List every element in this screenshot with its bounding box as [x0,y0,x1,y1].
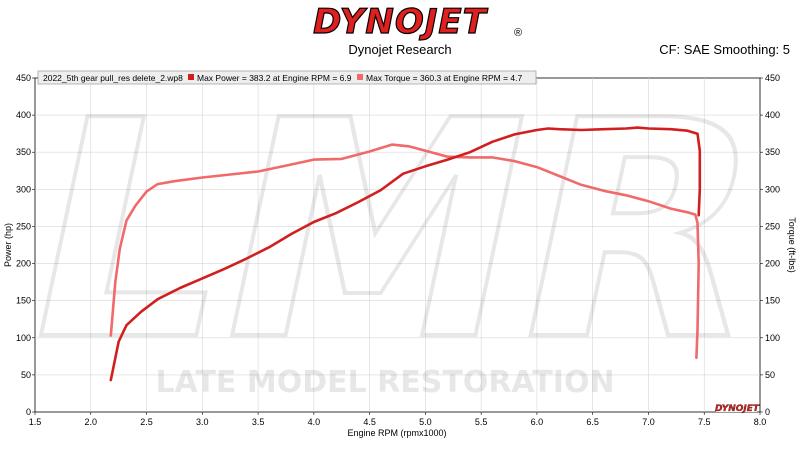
torque-curve [109,143,701,360]
y-tick-label: 350 [16,147,31,157]
y-tick-label: 300 [765,184,780,194]
y-tick-label: 100 [765,333,780,343]
y-axis-right-title: Torque (ft-lbs) [787,217,797,273]
x-tick-label: 4.5 [363,417,376,427]
watermark: LMR LATE MODEL RESTORATION [0,54,795,408]
legend-file-name: 2022_5th gear pull_res delete_2.wp8 [43,73,183,83]
y-tick-label: 400 [16,110,31,120]
x-tick-label: 4.0 [308,417,321,427]
x-tick-label: 7.5 [698,417,711,427]
x-axis-title: Engine RPM (rpmx1000) [347,428,446,438]
x-tick-label: 2.0 [85,417,98,427]
y-axis-right-ticks: 0 50 100 150 200 250 300 350 400 450 [760,73,780,417]
dynojet-corner-logo: DYNOJET [715,403,760,414]
report-subtitle: Dynojet Research [348,42,451,57]
series-lines [109,126,702,382]
dynojet-logo: DYNOJET ® [313,1,523,42]
y-tick-label: 0 [26,407,31,417]
legend-power-swatch [188,74,194,80]
y-tick-label: 200 [765,259,780,269]
y-tick-label: 450 [16,73,31,83]
y-tick-label: 150 [16,296,31,306]
legend-torque-swatch [357,74,363,80]
y-tick-label: 350 [765,147,780,157]
y-tick-label: 400 [765,110,780,120]
grid-lines [35,78,760,412]
y-tick-label: 300 [16,184,31,194]
power-curve [109,126,702,382]
registered-mark: ® [514,27,522,39]
y-tick-label: 450 [765,73,780,83]
dynojet-logo-text: DYNOJET [313,2,488,42]
plot-area [34,77,761,413]
y-axis-left-ticks: 0 50 100 150 200 250 300 350 400 450 [16,73,35,417]
y-tick-label: 250 [16,221,31,231]
y-tick-label: 200 [16,259,31,269]
legend-box [37,70,537,85]
x-tick-label: 6.5 [586,417,599,427]
legend-power-label: Max Power = 383.2 at Engine RPM = 6.9 [197,73,352,83]
y-tick-label: 50 [765,370,775,380]
y-tick-label: 100 [16,333,31,343]
watermark-monogram: LMR [0,56,793,406]
corner-logo-text: DYNOJET [715,404,760,414]
x-tick-label: 3.0 [196,417,209,427]
y-tick-label: 50 [21,370,31,380]
x-tick-label: 1.5 [29,417,42,427]
x-axis-ticks: 1.5 2.0 2.5 3.0 3.5 4.0 4.5 5.0 5.5 6.0 6.5 7.0 7.5 8… [29,412,767,427]
y-tick-label: 150 [765,296,780,306]
y-tick-label: 0 [765,407,770,417]
x-tick-label: 8.0 [754,417,767,427]
y-axis-left-title: Power (hp) [3,223,13,267]
x-tick-label: 7.0 [642,417,655,427]
x-tick-label: 5.5 [475,417,488,427]
x-tick-label: 2.5 [140,417,153,427]
x-tick-label: 3.5 [252,417,265,427]
watermark-text: LATE MODEL RESTORATION [155,365,614,400]
correction-info: CF: SAE Smoothing: 5 [659,42,790,57]
legend-torque-label: Max Torque = 360.3 at Engine RPM = 4.7 [366,73,523,83]
x-tick-label: 5.0 [419,417,432,427]
legend: 2022_5th gear pull_res delete_2.wp8 Max … [37,70,537,85]
x-tick-label: 6.0 [531,417,544,427]
y-tick-label: 250 [765,221,780,231]
